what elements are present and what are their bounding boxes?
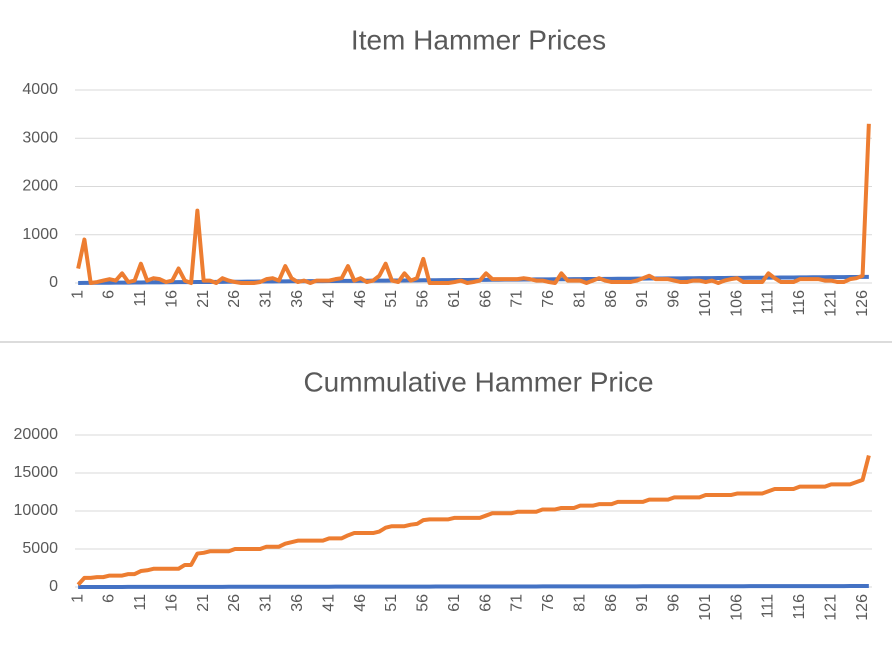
x-tick-label: 41 (320, 290, 337, 308)
x-tick-label: 11 (132, 594, 149, 611)
x-tick-label: 56 (415, 594, 432, 612)
x-tick-label: 1 (69, 594, 86, 603)
x-tick-label: 66 (477, 594, 494, 612)
y-tick-label: 5000 (22, 540, 58, 557)
x-tick-label: 96 (666, 290, 683, 308)
x-tick-label: 116 (791, 290, 808, 316)
x-tick-label: 81 (571, 290, 588, 308)
x-tick-label: 41 (320, 594, 337, 612)
y-tick-label: 4000 (22, 81, 58, 98)
x-tick-label: 21 (195, 290, 212, 308)
x-tick-label: 46 (352, 290, 369, 308)
y-tick-label: 2000 (22, 178, 58, 195)
x-tick-label: 96 (666, 594, 683, 612)
x-tick-label: 56 (415, 290, 432, 308)
y-tick-label: 3000 (22, 129, 58, 146)
x-tick-label: 26 (226, 594, 243, 612)
x-tick-label: 26 (226, 290, 243, 308)
x-tick-label: 76 (540, 594, 557, 612)
x-tick-label: 86 (603, 290, 620, 308)
data-line (78, 584, 869, 589)
y-tick-label: 10000 (14, 502, 59, 519)
x-tick-label: 66 (477, 290, 494, 308)
x-tick-label: 6 (101, 290, 118, 299)
x-tick-label: 61 (446, 290, 463, 308)
x-tick-label: 126 (854, 594, 871, 621)
x-tick-label: 121 (822, 290, 839, 317)
y-tick-label: 1000 (22, 226, 58, 243)
x-tick-label: 11 (132, 290, 149, 307)
x-tick-label: 1 (69, 290, 86, 299)
x-tick-label: 91 (634, 290, 651, 308)
x-tick-label: 16 (163, 594, 180, 612)
x-tick-label: 86 (603, 594, 620, 612)
x-tick-label: 51 (383, 594, 400, 612)
y-tick-label: 20000 (14, 426, 59, 443)
x-tick-label: 101 (697, 290, 714, 317)
x-tick-label: 101 (697, 594, 714, 621)
x-tick-label: 71 (509, 594, 526, 612)
y-tick-label: 0 (49, 274, 58, 291)
data-line (76, 123, 871, 285)
x-tick-label: 36 (289, 594, 306, 612)
x-tick-label: 61 (446, 594, 463, 612)
x-tick-label: 46 (352, 594, 369, 612)
x-tick-label: 111 (760, 290, 777, 314)
x-tick-label: 91 (634, 594, 651, 612)
x-tick-label: 106 (728, 290, 745, 317)
x-tick-label: 71 (509, 290, 526, 308)
x-tick-label: 111 (760, 594, 777, 618)
x-tick-label: 126 (854, 290, 871, 317)
x-tick-label: 116 (791, 594, 808, 620)
y-tick-label: 0 (49, 578, 58, 595)
x-tick-label: 31 (258, 594, 275, 612)
x-tick-label: 21 (195, 594, 212, 612)
chart-title: Cummulative Hammer Price (303, 366, 653, 397)
x-tick-label: 16 (163, 290, 180, 308)
y-tick-label: 15000 (14, 464, 59, 481)
x-tick-label: 31 (258, 290, 275, 308)
x-tick-label: 51 (383, 290, 400, 308)
data-line (76, 455, 871, 587)
x-tick-label: 36 (289, 290, 306, 308)
x-tick-label: 106 (728, 594, 745, 621)
x-tick-label: 81 (571, 594, 588, 612)
chart-title: Item Hammer Prices (351, 24, 606, 55)
x-tick-label: 76 (540, 290, 557, 308)
x-tick-label: 121 (822, 594, 839, 621)
x-tick-label: 6 (101, 594, 118, 603)
